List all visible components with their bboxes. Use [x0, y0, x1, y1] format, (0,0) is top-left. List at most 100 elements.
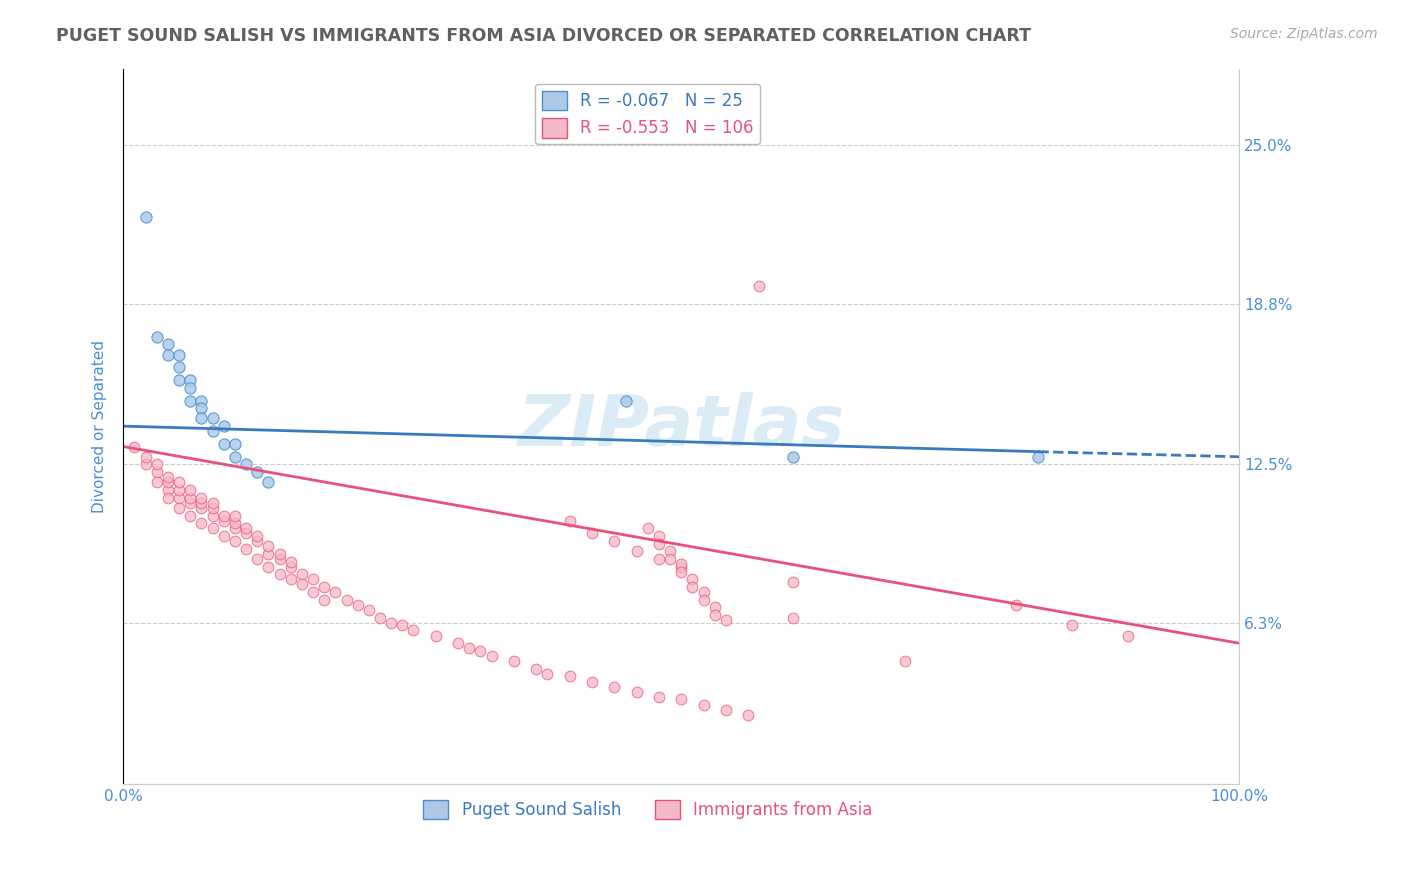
Point: [235, 526, 257, 541]
Point: [146, 475, 169, 490]
Point: [190, 411, 212, 425]
Point: [524, 662, 547, 676]
Point: [179, 491, 201, 505]
Y-axis label: Divorced or Separated: Divorced or Separated: [93, 340, 107, 513]
Point: [714, 613, 737, 627]
Point: [314, 592, 336, 607]
Point: [346, 598, 368, 612]
Text: PUGET SOUND SALISH VS IMMIGRANTS FROM ASIA DIVORCED OR SEPARATED CORRELATION CHA: PUGET SOUND SALISH VS IMMIGRANTS FROM AS…: [56, 27, 1031, 45]
Point: [224, 508, 246, 523]
Point: [714, 703, 737, 717]
Point: [167, 360, 190, 375]
Point: [671, 557, 693, 571]
Point: [280, 554, 302, 568]
Point: [782, 450, 804, 464]
Point: [671, 692, 693, 706]
Point: [212, 529, 235, 543]
Point: [458, 641, 481, 656]
Point: [156, 491, 179, 505]
Point: [659, 544, 682, 558]
Point: [212, 508, 235, 523]
Point: [212, 514, 235, 528]
Point: [626, 685, 648, 699]
Point: [1060, 618, 1083, 632]
Point: [269, 552, 291, 566]
Point: [447, 636, 470, 650]
Point: [235, 458, 257, 472]
Point: [224, 516, 246, 531]
Point: [135, 458, 157, 472]
Point: [1028, 450, 1050, 464]
Point: [648, 690, 671, 704]
Point: [659, 552, 682, 566]
Point: [235, 521, 257, 535]
Point: [246, 465, 269, 479]
Point: [269, 567, 291, 582]
Point: [302, 573, 325, 587]
Point: [536, 666, 558, 681]
Point: [167, 348, 190, 362]
Point: [558, 669, 581, 683]
Point: [156, 337, 179, 351]
Point: [402, 624, 425, 638]
Point: [692, 585, 714, 599]
Point: [190, 401, 212, 416]
Point: [135, 210, 157, 224]
Point: [201, 508, 224, 523]
Point: [1005, 598, 1028, 612]
Point: [246, 552, 269, 566]
Point: [146, 329, 169, 343]
Point: [201, 496, 224, 510]
Point: [737, 707, 759, 722]
Point: [302, 585, 325, 599]
Point: [603, 534, 626, 549]
Point: [135, 450, 157, 464]
Point: [190, 393, 212, 408]
Point: [648, 536, 671, 550]
Point: [201, 424, 224, 438]
Point: [558, 514, 581, 528]
Point: [156, 348, 179, 362]
Point: [224, 437, 246, 451]
Point: [190, 500, 212, 515]
Point: [190, 491, 212, 505]
Point: [269, 547, 291, 561]
Point: [748, 278, 770, 293]
Point: [368, 610, 391, 624]
Point: [167, 483, 190, 497]
Point: [179, 373, 201, 387]
Point: [782, 610, 804, 624]
Point: [648, 552, 671, 566]
Point: [190, 496, 212, 510]
Point: [671, 559, 693, 574]
Point: [637, 521, 659, 535]
Point: [156, 470, 179, 484]
Point: [380, 615, 402, 630]
Text: ZIPatlas: ZIPatlas: [517, 392, 845, 460]
Point: [626, 544, 648, 558]
Point: [235, 541, 257, 556]
Point: [257, 547, 280, 561]
Point: [335, 592, 357, 607]
Point: [581, 674, 603, 689]
Point: [156, 475, 179, 490]
Point: [481, 648, 503, 663]
Point: [224, 450, 246, 464]
Point: [603, 680, 626, 694]
Point: [246, 529, 269, 543]
Point: [201, 500, 224, 515]
Point: [280, 573, 302, 587]
Point: [782, 574, 804, 589]
Point: [692, 698, 714, 712]
Point: [146, 465, 169, 479]
Point: [280, 559, 302, 574]
Legend: Puget Sound Salish, Immigrants from Asia: Puget Sound Salish, Immigrants from Asia: [416, 793, 879, 825]
Point: [224, 534, 246, 549]
Point: [257, 539, 280, 553]
Point: [357, 603, 380, 617]
Point: [167, 373, 190, 387]
Point: [503, 654, 526, 668]
Point: [257, 475, 280, 490]
Point: [179, 483, 201, 497]
Point: [179, 508, 201, 523]
